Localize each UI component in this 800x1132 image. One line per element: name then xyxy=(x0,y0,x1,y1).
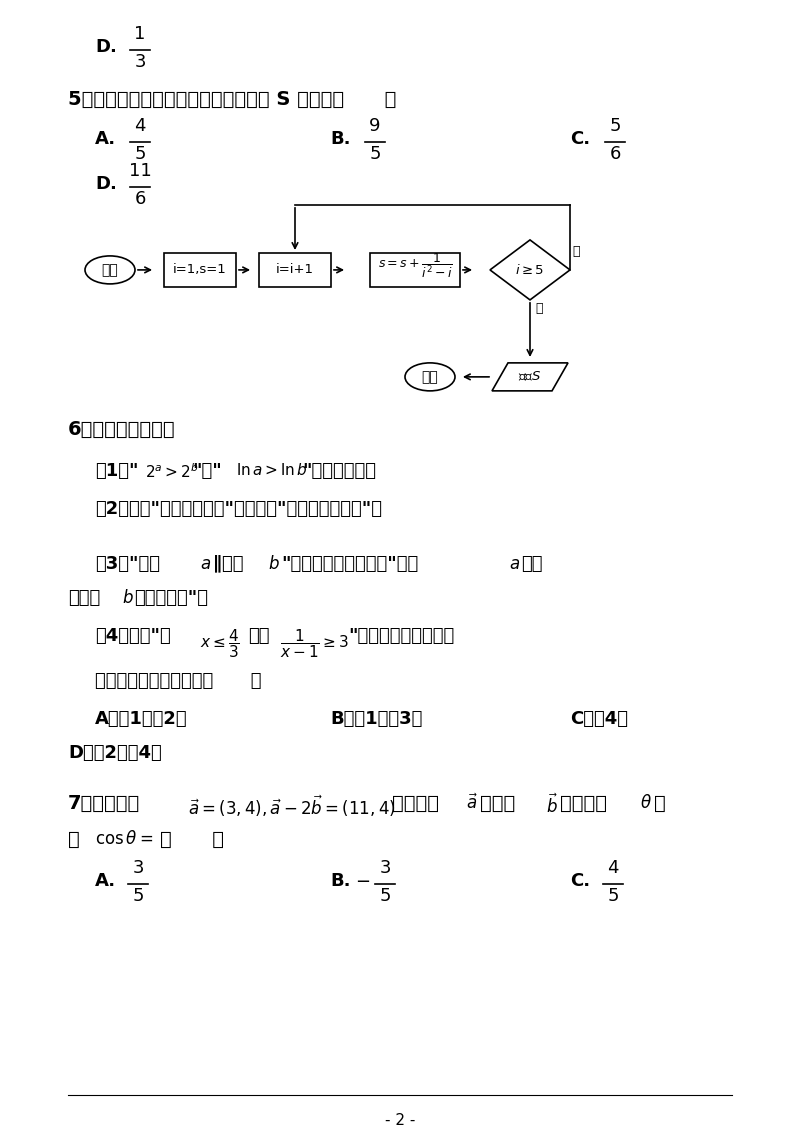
Text: ，若向量: ，若向量 xyxy=(392,794,439,813)
Polygon shape xyxy=(490,240,570,300)
Text: 结束: 结束 xyxy=(422,370,438,384)
Text: 5: 5 xyxy=(607,886,618,904)
Text: $x\leq\dfrac{4}{3}$: $x\leq\dfrac{4}{3}$ xyxy=(200,627,240,660)
Text: （3）"直线: （3）"直线 xyxy=(95,555,160,573)
Text: 4: 4 xyxy=(607,859,618,876)
Text: D.: D. xyxy=(95,38,117,55)
Polygon shape xyxy=(492,363,568,391)
Ellipse shape xyxy=(405,363,455,391)
Text: 3: 3 xyxy=(134,53,146,71)
Text: 5: 5 xyxy=(134,145,146,163)
Text: $2^a>2^b$: $2^a>2^b$ xyxy=(145,462,198,481)
Text: （2）命题"正方形是矩形"的否定是"正方形不是矩形"。: （2）命题"正方形是矩形"的否定是"正方形不是矩形"。 xyxy=(95,500,382,517)
Text: 6: 6 xyxy=(610,145,621,163)
Text: B.: B. xyxy=(330,872,350,890)
Text: A．（1）（2）: A．（1）（2） xyxy=(95,710,188,728)
Text: （1）": （1）" xyxy=(95,462,138,480)
Text: 5: 5 xyxy=(370,145,381,163)
Text: $\ln a>\ln b$: $\ln a>\ln b$ xyxy=(236,462,308,478)
FancyBboxPatch shape xyxy=(164,252,236,286)
FancyBboxPatch shape xyxy=(370,252,460,286)
Text: B.: B. xyxy=(330,130,350,148)
Ellipse shape xyxy=(85,256,135,284)
Text: $a$: $a$ xyxy=(509,555,520,573)
Text: $s=s+\dfrac{1}{i^2-i}$: $s=s+\dfrac{1}{i^2-i}$ xyxy=(378,251,453,280)
Text: C.: C. xyxy=(570,872,590,890)
Text: "是": "是" xyxy=(192,462,222,480)
Text: 是: 是 xyxy=(535,302,542,315)
Text: ∥直线: ∥直线 xyxy=(213,555,243,573)
Text: 3: 3 xyxy=(132,859,144,876)
Text: ，: ， xyxy=(654,794,666,813)
Text: - 2 -: - 2 - xyxy=(385,1113,415,1127)
Text: 否: 否 xyxy=(572,245,579,258)
Text: A.: A. xyxy=(95,130,116,148)
Text: C．（4）: C．（4） xyxy=(570,710,628,728)
Text: A.: A. xyxy=(95,872,116,890)
Text: D.: D. xyxy=(95,175,117,192)
Text: D．（2）（4）: D．（2）（4） xyxy=(68,744,162,762)
Text: 9: 9 xyxy=(370,117,381,135)
Text: $i\geq 5$: $i\geq 5$ xyxy=(515,263,545,277)
Text: 开始: 开始 xyxy=(102,263,118,277)
Text: 所在的平面"。: 所在的平面"。 xyxy=(134,589,208,607)
Text: 于直线: 于直线 xyxy=(68,589,100,607)
Text: "的逆命题是真命题。: "的逆命题是真命题。 xyxy=(348,627,454,645)
Text: ，则: ，则 xyxy=(248,627,270,645)
Text: 3: 3 xyxy=(379,859,390,876)
Text: $\vec{a}$: $\vec{a}$ xyxy=(466,794,478,813)
Text: 5: 5 xyxy=(610,117,621,135)
Text: C.: C. xyxy=(570,130,590,148)
Text: $\theta$: $\theta$ xyxy=(640,794,652,812)
Text: i=i+1: i=i+1 xyxy=(276,264,314,276)
Text: 5: 5 xyxy=(379,886,390,904)
Text: 5．执行如图所示的程序框图，则输出 S 的值是（      ）: 5．执行如图所示的程序框图，则输出 S 的值是（ ） xyxy=(68,89,396,109)
Text: 与向量: 与向量 xyxy=(480,794,515,813)
Text: $\dfrac{1}{x-1}\geq 3$: $\dfrac{1}{x-1}\geq 3$ xyxy=(280,627,349,660)
Text: −: − xyxy=(355,873,370,891)
Text: 平行: 平行 xyxy=(521,555,542,573)
Text: （4）命题"若: （4）命题"若 xyxy=(95,627,170,645)
Text: $b$: $b$ xyxy=(122,589,134,607)
Text: 则: 则 xyxy=(68,830,80,849)
Text: （      ）: （ ） xyxy=(160,830,224,849)
Text: 其中正确命题的序号是（      ）: 其中正确命题的序号是（ ） xyxy=(95,671,262,689)
Text: $\vec{a}=(3,4),\vec{a}-2\vec{b}=(11,4)$: $\vec{a}=(3,4),\vec{a}-2\vec{b}=(11,4)$ xyxy=(188,794,396,820)
Text: B．（1）（3）: B．（1）（3） xyxy=(330,710,422,728)
Text: 4: 4 xyxy=(134,117,146,135)
Text: 7．已知向量: 7．已知向量 xyxy=(68,794,140,813)
Text: $\cos\theta=$: $\cos\theta=$ xyxy=(95,830,154,848)
Text: 5: 5 xyxy=(132,886,144,904)
Text: i=1,s=1: i=1,s=1 xyxy=(173,264,227,276)
Text: 1: 1 xyxy=(134,25,146,43)
Text: $b$: $b$ xyxy=(268,555,280,573)
Text: 输出$S$: 输出$S$ xyxy=(518,370,542,384)
Text: $a$: $a$ xyxy=(200,555,211,573)
Text: 6: 6 xyxy=(134,190,146,208)
Text: 的夹角为: 的夹角为 xyxy=(560,794,607,813)
Text: $\vec{b}$: $\vec{b}$ xyxy=(546,794,558,817)
Text: 6．下面四个命题：: 6．下面四个命题： xyxy=(68,420,176,439)
Text: "的充要条件。: "的充要条件。 xyxy=(302,462,376,480)
FancyBboxPatch shape xyxy=(259,252,331,286)
Text: "的充分不必要条件是"直线: "的充分不必要条件是"直线 xyxy=(281,555,418,573)
Text: 11: 11 xyxy=(129,162,151,180)
